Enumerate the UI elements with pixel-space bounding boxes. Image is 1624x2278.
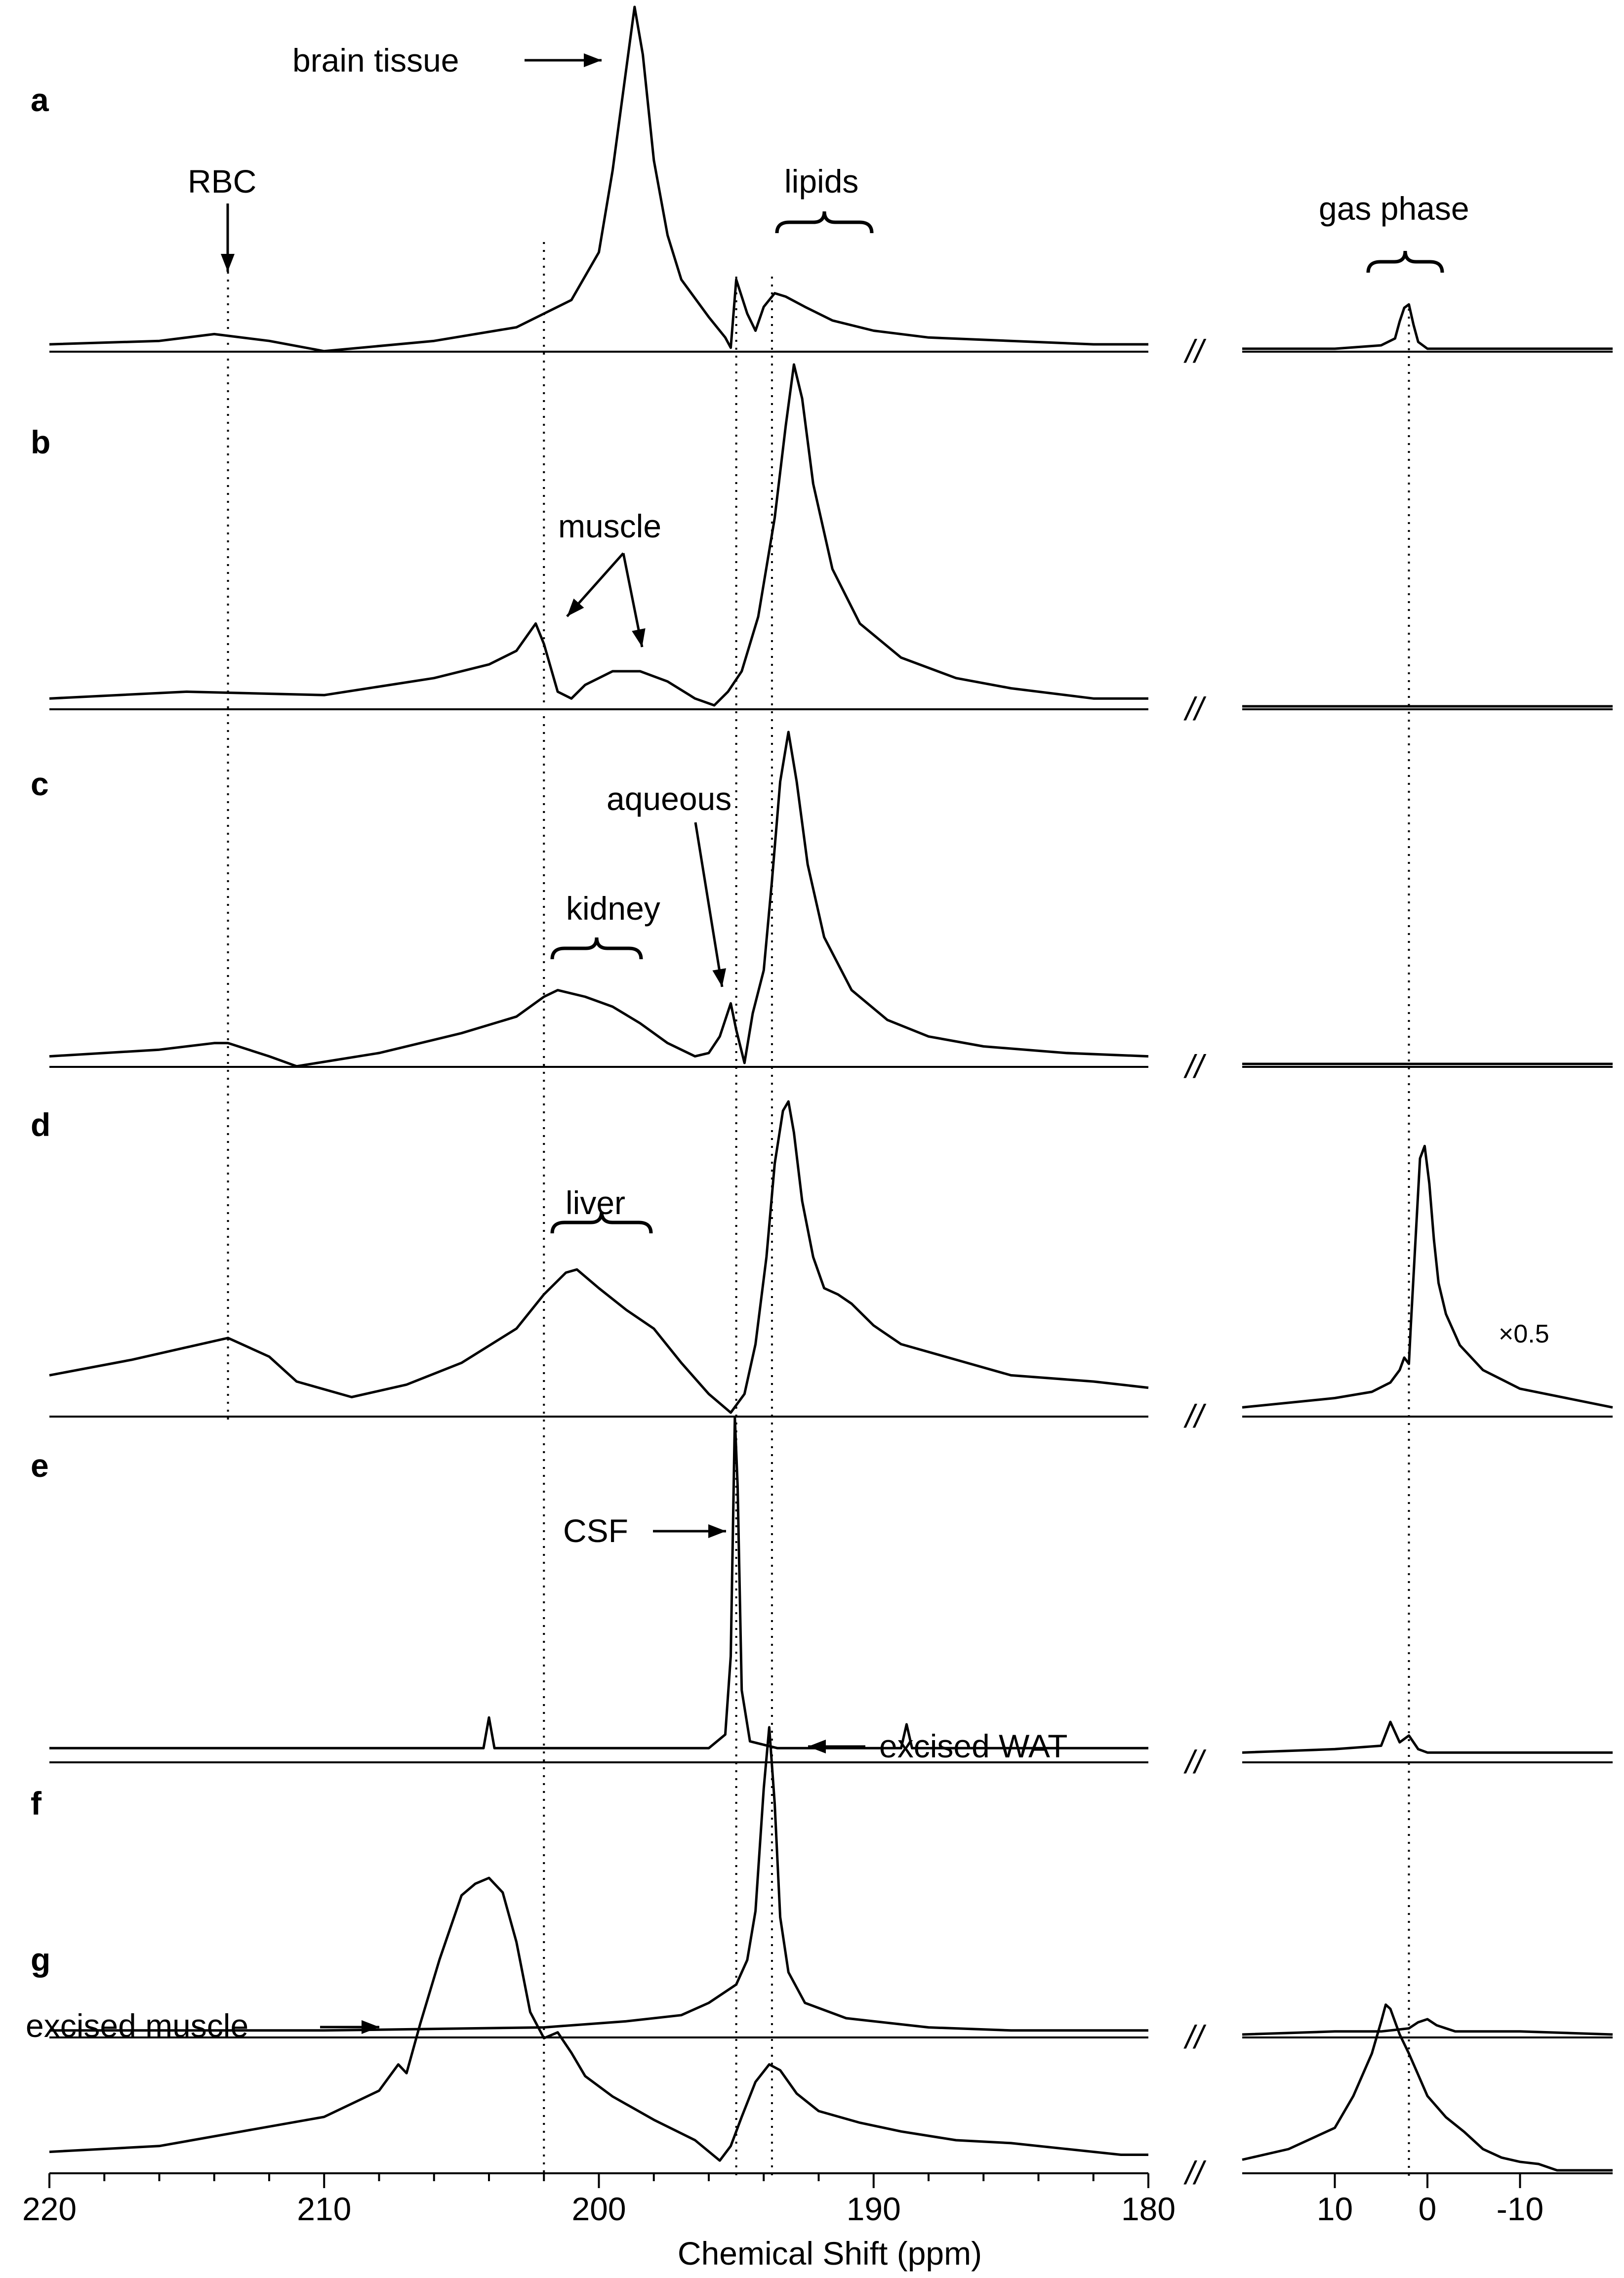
annotation-brain-tissue: brain tissue <box>292 42 459 79</box>
spectrum-line-g <box>49 1876 1148 2162</box>
spectrum-line-f <box>49 1726 1148 2032</box>
annotation-liver: liver <box>566 1184 625 1221</box>
spectra-traces <box>49 5 1613 2172</box>
spectrum-line-b <box>49 363 1148 707</box>
annotation-rbc: RBC <box>188 163 256 200</box>
baselines <box>49 351 1613 2174</box>
arrow-excised-muscle-head <box>362 2020 379 2034</box>
annotation-gas-phase: gas phase <box>1319 190 1469 227</box>
arrow-aqueous <box>694 822 724 987</box>
panel-label-e: e <box>31 1447 49 1484</box>
spectrum-line-e <box>49 1416 1148 1749</box>
arrow-brain-tissue-head <box>584 53 602 67</box>
gas-x-tick-label-10: 10 <box>1317 2191 1353 2227</box>
arrow-rbc-head <box>221 254 235 272</box>
annotation-arrows <box>221 53 1444 2034</box>
x-axis-title: Chemical Shift (ppm) <box>678 2235 982 2272</box>
x-tick-label-220: 220 <box>22 2191 77 2227</box>
axis-break-marker: // <box>1183 1744 1207 1780</box>
arrow-excised-wat-head <box>808 1740 826 1753</box>
annotation-muscle: muscle <box>558 508 661 544</box>
panel-label-f: f <box>31 1785 42 1822</box>
spectrum-line-c <box>49 731 1149 1068</box>
x-tick-label-180: 180 <box>1121 2191 1176 2227</box>
annotation-scale-factor: ×0.5 <box>1499 1320 1549 1348</box>
arrow-csf-head <box>708 1524 726 1538</box>
x-tick-label-200: 200 <box>571 2191 626 2227</box>
brace-liver <box>550 1211 653 1234</box>
brace-kidney <box>550 937 643 960</box>
panel-label-c: c <box>31 766 49 802</box>
axis-break-marker: // <box>1183 1398 1207 1434</box>
axis-break-marker: // <box>1183 2155 1207 2191</box>
panel-label-g: g <box>31 1941 50 1978</box>
labels-and-annotations: a b c d e f g brain tissue RBC lipids ga… <box>26 42 1549 2272</box>
panel-label-d: d <box>31 1106 50 1143</box>
annotation-csf: CSF <box>563 1512 628 1549</box>
annotation-lipids: lipids <box>784 163 858 200</box>
axis-break-marker: // <box>1183 333 1207 369</box>
annotation-kidney: kidney <box>566 890 660 927</box>
gas-phase-line-g <box>1242 2003 1613 2172</box>
arrow-muscle-right-head <box>632 628 646 647</box>
annotation-aqueous: aqueous <box>607 780 731 817</box>
brace-gas-phase <box>1366 250 1444 273</box>
annotation-excised-muscle: excised muscle <box>26 2007 248 2044</box>
gas-x-tick-label--10: -10 <box>1497 2191 1543 2227</box>
spectrum-line-a <box>49 5 1148 353</box>
arrow-aqueous-head <box>712 968 727 987</box>
reference-lines <box>227 242 1410 2178</box>
axis-break-marker: // <box>1183 1048 1207 1085</box>
arrow-muscle-left-head <box>567 598 584 616</box>
annotation-excised-wat: excised WAT <box>879 1728 1067 1764</box>
panel-label-a: a <box>31 81 49 118</box>
axis-break-marker: // <box>1183 2019 1207 2055</box>
gas-phase-line-a <box>1242 303 1613 350</box>
panel-label-b: b <box>31 424 50 460</box>
gas-x-tick-label-0: 0 <box>1419 2191 1437 2227</box>
x-axis: 220 210 200 190 180 10 0 -10 <box>22 2173 1543 2227</box>
gas-phase-line-f <box>1242 2018 1613 2036</box>
x-tick-label-190: 190 <box>847 2191 901 2227</box>
brace-lipids <box>775 211 874 234</box>
gas-phase-line-d <box>1242 1144 1613 1409</box>
x-tick-label-210: 210 <box>297 2191 351 2227</box>
axis-break-marker: // <box>1183 691 1207 727</box>
gas-phase-line-e <box>1242 1720 1613 1754</box>
spectrum-line-d <box>49 1100 1149 1414</box>
